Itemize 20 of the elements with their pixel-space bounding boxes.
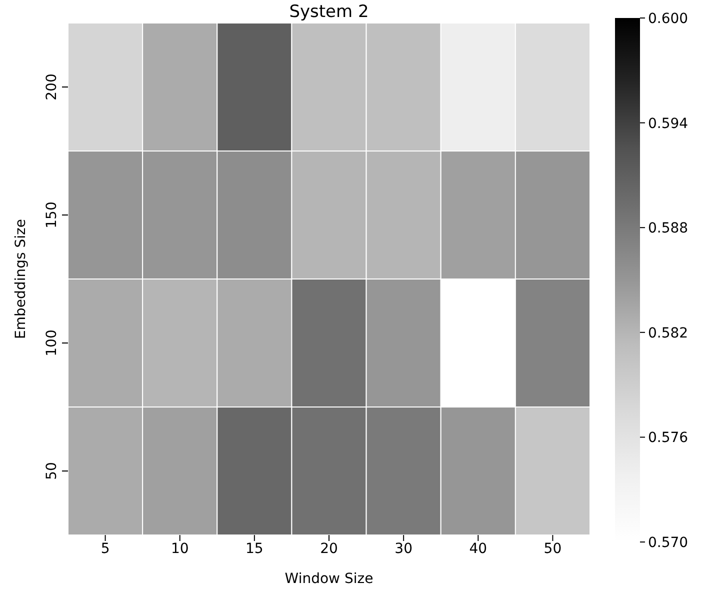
y-tick-label: 200 xyxy=(44,74,60,100)
y-tick-label: 50 xyxy=(44,462,60,480)
x-axis-title: Window Size xyxy=(284,571,374,587)
color-bar-label: 0.588 xyxy=(648,220,688,237)
color-bar-label: 0.570 xyxy=(648,535,688,551)
x-tick-label: 40 xyxy=(469,540,488,557)
y-tick-label: 150 xyxy=(44,202,60,228)
color-bar-label: 0.594 xyxy=(648,116,688,132)
x-tick-label: 20 xyxy=(320,540,338,557)
x-tick-label: 5 xyxy=(100,540,110,557)
y-tick-label: 100 xyxy=(44,330,60,356)
color-bar-label: 0.582 xyxy=(648,325,688,342)
x-tick-label: 30 xyxy=(394,540,412,557)
color-bar-label: 0.600 xyxy=(648,11,688,27)
x-tick-label: 15 xyxy=(246,540,264,557)
color-bar-label: 0.576 xyxy=(648,430,688,446)
x-tick-label: 10 xyxy=(170,540,189,557)
chart-title: System 2 xyxy=(288,2,370,22)
x-tick-label: 50 xyxy=(544,540,562,557)
y-axis-title: Embeddings Size xyxy=(12,219,29,339)
